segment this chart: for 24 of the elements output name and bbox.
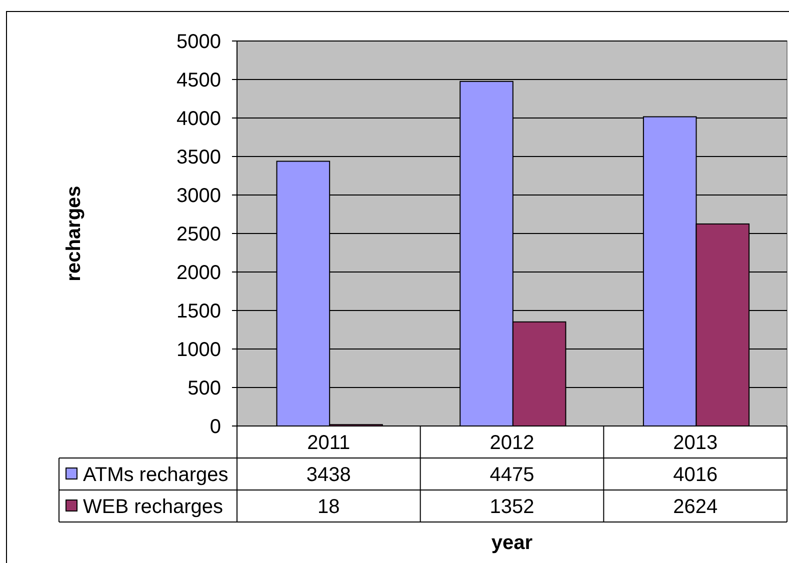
data-label: 1352 <box>490 496 534 518</box>
y-tick-label: 0 <box>210 416 221 438</box>
y-tick-label: 4500 <box>176 70 221 92</box>
x-tick-label: 2013 <box>673 432 718 454</box>
data-label: 3438 <box>306 464 351 486</box>
y-tick-label: 5000 <box>176 31 221 53</box>
y-tick-label: 500 <box>188 378 221 400</box>
y-axis-title: recharges <box>63 186 85 282</box>
data-label: 4475 <box>490 464 534 486</box>
y-tick-label: 4000 <box>176 108 221 130</box>
y-tick-label: 2500 <box>176 224 221 246</box>
legend-label: WEB recharges <box>83 496 224 518</box>
legend-label: ATMs recharges <box>83 464 228 486</box>
y-tick-label: 1500 <box>176 300 221 322</box>
data-label: 4016 <box>673 464 718 486</box>
data-label: 2624 <box>673 496 718 518</box>
x-tick-label: 2012 <box>490 432 534 454</box>
y-tick-label: 2000 <box>176 262 221 284</box>
data-label: 18 <box>318 496 340 518</box>
x-axis-title: year <box>491 532 533 554</box>
y-tick-label: 3000 <box>176 185 221 207</box>
y-tick-label: 3500 <box>176 146 221 168</box>
y-tick-label: 1000 <box>176 339 221 361</box>
x-tick-label: 2011 <box>307 432 350 454</box>
